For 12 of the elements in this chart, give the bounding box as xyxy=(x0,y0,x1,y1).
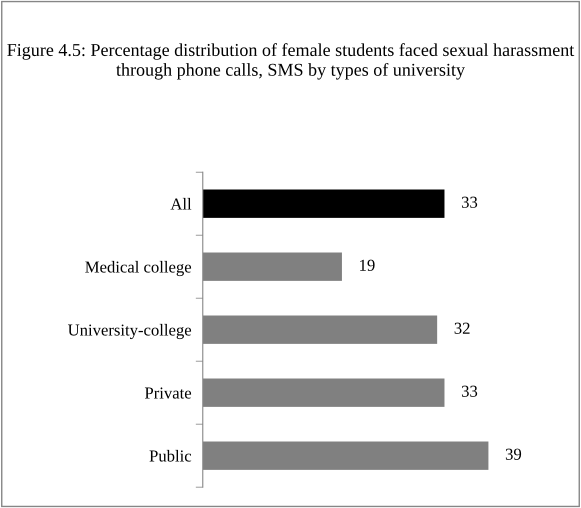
y-tick-label: All xyxy=(170,198,192,210)
bar xyxy=(202,190,444,218)
data-label: 33 xyxy=(462,196,478,208)
y-tick-label: University-college xyxy=(68,324,192,340)
data-label: 39 xyxy=(506,448,522,460)
chart-title: Figure 4.5: Percentage distribution of female students faced sexual harassment through phone calls, SMS by types of university xyxy=(7,43,574,80)
y-tick-label: Public xyxy=(150,450,192,462)
data-label: 19 xyxy=(360,260,375,271)
y-tick-label: Medical college xyxy=(85,260,192,276)
y-tick-label: Private xyxy=(144,387,192,399)
data-label: 33 xyxy=(462,386,478,397)
data-label: 32 xyxy=(454,322,470,334)
